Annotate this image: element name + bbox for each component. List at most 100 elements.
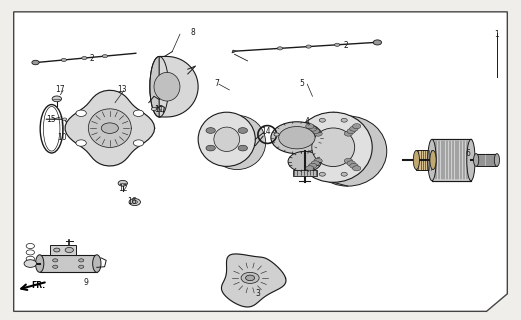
Ellipse shape	[309, 116, 387, 186]
Circle shape	[32, 60, 39, 65]
Circle shape	[271, 122, 323, 154]
Circle shape	[129, 198, 141, 205]
Bar	[50, 245, 76, 255]
Bar	[476, 154, 497, 166]
Text: 9: 9	[84, 278, 89, 287]
Polygon shape	[65, 90, 155, 166]
Circle shape	[102, 54, 107, 58]
Text: 11: 11	[154, 105, 164, 114]
Circle shape	[341, 172, 348, 176]
Text: 7: 7	[214, 79, 219, 88]
Circle shape	[53, 265, 58, 268]
Circle shape	[245, 275, 255, 281]
Text: 5: 5	[300, 79, 304, 88]
Text: 2: 2	[89, 53, 94, 62]
Circle shape	[314, 158, 322, 164]
Circle shape	[118, 180, 128, 186]
Circle shape	[65, 247, 73, 252]
Circle shape	[347, 161, 355, 166]
Circle shape	[101, 123, 118, 133]
Circle shape	[344, 131, 353, 136]
Text: FR.: FR.	[31, 281, 45, 290]
Text: 14: 14	[261, 127, 270, 136]
Text: 13: 13	[117, 85, 127, 94]
Circle shape	[26, 250, 34, 255]
Circle shape	[353, 124, 361, 129]
Circle shape	[314, 131, 322, 136]
Ellipse shape	[294, 112, 372, 182]
Circle shape	[54, 248, 60, 252]
Circle shape	[319, 172, 326, 176]
Circle shape	[350, 126, 358, 131]
Circle shape	[206, 145, 215, 151]
Circle shape	[206, 128, 215, 133]
Circle shape	[52, 96, 61, 102]
Circle shape	[133, 140, 144, 146]
Bar	[293, 170, 317, 176]
Ellipse shape	[198, 112, 255, 166]
Circle shape	[53, 259, 58, 262]
Circle shape	[334, 43, 340, 46]
Circle shape	[350, 163, 358, 168]
Circle shape	[306, 166, 314, 171]
Ellipse shape	[150, 56, 168, 117]
Text: 15: 15	[46, 115, 56, 124]
Circle shape	[306, 124, 314, 129]
Text: 17: 17	[56, 85, 65, 94]
Circle shape	[344, 158, 353, 164]
Text: 1: 1	[494, 30, 499, 39]
Circle shape	[311, 129, 319, 134]
Bar	[416, 150, 433, 170]
Ellipse shape	[208, 116, 266, 170]
Text: 6: 6	[466, 149, 471, 158]
Circle shape	[279, 126, 315, 149]
Circle shape	[288, 151, 321, 172]
Ellipse shape	[312, 128, 355, 166]
Circle shape	[132, 200, 138, 204]
Bar	[40, 255, 97, 272]
Circle shape	[63, 118, 67, 121]
Ellipse shape	[474, 154, 479, 166]
Circle shape	[306, 45, 311, 48]
Circle shape	[277, 47, 282, 50]
Circle shape	[133, 110, 144, 116]
Circle shape	[79, 265, 84, 268]
Polygon shape	[232, 50, 237, 53]
Bar	[432, 139, 471, 181]
Ellipse shape	[467, 139, 475, 181]
Circle shape	[373, 40, 381, 45]
Circle shape	[26, 256, 34, 261]
Text: 12: 12	[118, 184, 128, 193]
Ellipse shape	[430, 150, 436, 170]
Circle shape	[238, 128, 247, 133]
Ellipse shape	[154, 72, 180, 101]
Circle shape	[24, 260, 36, 268]
Circle shape	[76, 110, 86, 116]
Ellipse shape	[214, 127, 240, 151]
Ellipse shape	[93, 255, 101, 272]
Circle shape	[26, 244, 34, 249]
Ellipse shape	[413, 150, 419, 170]
Circle shape	[152, 108, 157, 111]
Polygon shape	[221, 254, 286, 307]
Circle shape	[347, 129, 355, 134]
Circle shape	[241, 272, 259, 284]
Text: 8: 8	[191, 28, 195, 37]
Text: 10: 10	[57, 133, 67, 142]
Polygon shape	[14, 12, 507, 311]
Polygon shape	[159, 56, 198, 117]
Circle shape	[308, 126, 317, 131]
Circle shape	[238, 145, 247, 151]
Text: 2: 2	[344, 41, 349, 51]
Ellipse shape	[428, 139, 436, 181]
Circle shape	[274, 133, 279, 136]
Text: 16: 16	[127, 197, 137, 206]
Circle shape	[79, 259, 84, 262]
Circle shape	[308, 163, 317, 168]
Ellipse shape	[35, 255, 44, 272]
Text: 3: 3	[255, 289, 260, 298]
Circle shape	[82, 56, 87, 60]
Circle shape	[76, 140, 86, 146]
Circle shape	[319, 118, 326, 122]
Polygon shape	[89, 109, 131, 148]
